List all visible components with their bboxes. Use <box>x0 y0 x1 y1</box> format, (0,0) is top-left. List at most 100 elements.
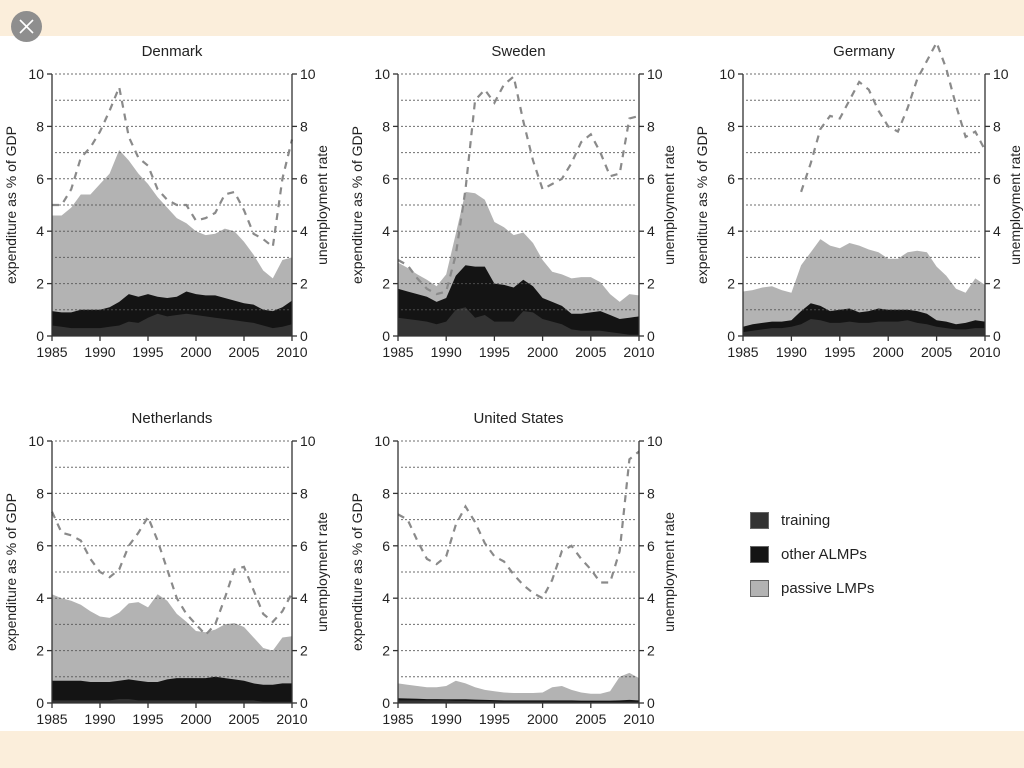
x-tick-label: 1985 <box>382 344 413 360</box>
y-tick-label: 0 <box>36 695 44 711</box>
y-tick-label: 2 <box>727 276 735 292</box>
y-axis-label: expenditure as % of GDP <box>694 126 710 284</box>
y2-tick-label: 0 <box>300 695 308 711</box>
y-axis-label: expenditure as % of GDP <box>349 126 365 284</box>
y-tick-label: 6 <box>382 538 390 554</box>
area-other-almps <box>52 676 292 703</box>
y2-tick-label: 4 <box>993 223 1001 239</box>
chart-title: United States <box>473 410 563 427</box>
y2-tick-label: 8 <box>993 118 1001 134</box>
x-tick-label: 2005 <box>921 344 952 360</box>
close-x-icon <box>19 19 34 34</box>
area-training <box>743 319 985 336</box>
y2-tick-label: 6 <box>300 538 308 554</box>
x-tick-label: 2010 <box>276 711 307 727</box>
y-tick-label: 8 <box>382 118 390 134</box>
y2-axis-label: unemployment rate <box>661 145 677 265</box>
chart-netherlands: Netherlands 0 0 2 2 4 4 6 6 8 8 10 10 1985 1990 1995 200… <box>3 410 330 727</box>
y2-axis-label: unemployment rate <box>314 145 330 265</box>
y-tick-label: 6 <box>382 171 390 187</box>
y-tick-label: 0 <box>36 328 44 344</box>
y-tick-label: 2 <box>382 643 390 659</box>
legend-item-training: training <box>750 503 874 537</box>
x-tick-label: 2000 <box>873 344 904 360</box>
close-button[interactable] <box>11 11 42 42</box>
chart-united-states: United States 0 0 2 2 4 4 6 6 8 8 10 10 1985 1990 1995 2… <box>349 410 677 727</box>
y2-tick-label: 10 <box>300 66 316 82</box>
y-tick-label: 8 <box>36 485 44 501</box>
x-tick-label: 1985 <box>727 344 758 360</box>
legend-label-training: training <box>781 511 831 529</box>
y2-tick-label: 4 <box>300 223 308 239</box>
x-tick-label: 1985 <box>382 711 413 727</box>
chart-sweden: Sweden 0 0 2 2 4 4 6 6 8 8 10 10 1985 1990 1995 2000 2005… <box>349 43 677 360</box>
unemployment-line <box>800 39 986 193</box>
x-tick-label: 1990 <box>84 711 115 727</box>
y2-tick-label: 2 <box>300 643 308 659</box>
y-axis-label: expenditure as % of GDP <box>3 126 19 284</box>
y2-tick-label: 0 <box>300 328 308 344</box>
x-tick-label: 2005 <box>575 711 606 727</box>
y-tick-label: 2 <box>36 276 44 292</box>
x-tick-label: 2000 <box>180 711 211 727</box>
y-tick-label: 6 <box>727 171 735 187</box>
x-tick-label: 2000 <box>180 344 211 360</box>
legend-item-passive-lmps: passive LMPs <box>750 571 874 605</box>
y-tick-label: 8 <box>36 118 44 134</box>
y-tick-label: 4 <box>36 223 44 239</box>
x-tick-label: 1995 <box>132 344 163 360</box>
chart-denmark: Denmark 0 0 2 2 4 4 6 6 8 8 10 10 1985 1990 1995 2000 200… <box>3 43 330 360</box>
y2-tick-label: 10 <box>647 433 663 449</box>
y-tick-label: 6 <box>36 538 44 554</box>
x-tick-label: 2010 <box>623 711 654 727</box>
y-tick-label: 0 <box>382 328 390 344</box>
area-passive-lmps <box>52 594 292 703</box>
legend-swatch-training <box>750 511 769 529</box>
legend-label-passive-lmps: passive LMPs <box>781 579 875 597</box>
legend-item-other-almps: other ALMPs <box>750 537 874 571</box>
unemployment-line <box>397 450 640 600</box>
y-tick-label: 2 <box>382 276 390 292</box>
x-tick-label: 2005 <box>575 344 606 360</box>
x-tick-label: 1995 <box>824 344 855 360</box>
y2-tick-label: 10 <box>993 66 1009 82</box>
x-tick-label: 2010 <box>969 344 1000 360</box>
chart-title: Netherlands <box>132 410 213 427</box>
y-tick-label: 10 <box>719 66 735 82</box>
y-tick-label: 6 <box>36 171 44 187</box>
chart-title: Germany <box>833 43 895 60</box>
x-tick-label: 1990 <box>776 344 807 360</box>
y-tick-label: 0 <box>382 695 390 711</box>
y-tick-label: 4 <box>727 223 735 239</box>
x-tick-label: 2010 <box>276 344 307 360</box>
x-tick-label: 1990 <box>431 344 462 360</box>
x-tick-label: 2000 <box>527 344 558 360</box>
y2-axis-label: unemployment rate <box>661 512 677 632</box>
y2-tick-label: 8 <box>647 118 655 134</box>
y2-tick-label: 4 <box>300 590 308 606</box>
y-tick-label: 0 <box>727 328 735 344</box>
y2-tick-label: 10 <box>300 433 316 449</box>
x-tick-label: 1995 <box>479 711 510 727</box>
y-tick-label: 10 <box>374 66 390 82</box>
legend-label-other-almps: other ALMPs <box>781 545 867 563</box>
y2-tick-label: 10 <box>647 66 663 82</box>
x-tick-label: 1995 <box>479 344 510 360</box>
y-axis-label: expenditure as % of GDP <box>3 493 19 651</box>
area-passive-lmps <box>398 672 639 703</box>
y2-tick-label: 0 <box>993 328 1001 344</box>
legend-swatch-other-almps <box>750 545 769 563</box>
y2-tick-label: 2 <box>300 276 308 292</box>
unemployment-line <box>397 74 640 296</box>
y2-tick-label: 8 <box>300 118 308 134</box>
x-tick-label: 2005 <box>228 711 259 727</box>
chart-title: Denmark <box>142 43 203 60</box>
y2-tick-label: 8 <box>647 485 655 501</box>
y2-axis-label: unemployment rate <box>314 512 330 632</box>
y2-tick-label: 6 <box>647 171 655 187</box>
y2-tick-label: 2 <box>993 276 1001 292</box>
x-tick-label: 2000 <box>527 711 558 727</box>
y-tick-label: 4 <box>382 223 390 239</box>
y2-tick-label: 4 <box>647 590 655 606</box>
y-tick-label: 10 <box>374 433 390 449</box>
